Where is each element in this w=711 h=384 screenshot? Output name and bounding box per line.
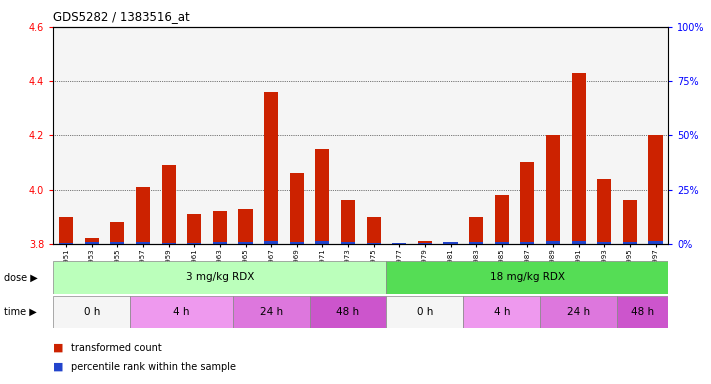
Bar <box>289 242 304 244</box>
Text: 0 h: 0 h <box>417 307 433 317</box>
Bar <box>232 296 309 328</box>
Bar <box>464 296 540 328</box>
Bar <box>213 211 227 244</box>
Text: 48 h: 48 h <box>631 307 654 317</box>
Bar <box>161 165 176 244</box>
Bar <box>238 242 252 244</box>
Bar <box>161 243 176 244</box>
Text: ■: ■ <box>53 343 64 353</box>
Bar <box>59 243 73 244</box>
Bar <box>617 296 668 328</box>
Bar <box>85 238 99 244</box>
Bar <box>136 242 150 244</box>
Text: 0 h: 0 h <box>84 307 100 317</box>
Bar <box>110 222 124 244</box>
Bar <box>367 243 380 244</box>
Bar <box>444 244 458 309</box>
Bar <box>418 243 432 244</box>
Bar <box>289 173 304 244</box>
Bar <box>623 242 637 244</box>
Bar <box>387 296 464 328</box>
Bar <box>213 242 227 244</box>
Bar <box>341 242 355 244</box>
Text: 24 h: 24 h <box>260 307 283 317</box>
Bar <box>130 296 232 328</box>
Bar <box>546 242 560 244</box>
Bar <box>309 296 387 328</box>
Bar <box>53 296 130 328</box>
Bar <box>238 209 252 244</box>
Bar <box>520 242 535 244</box>
Text: percentile rank within the sample: percentile rank within the sample <box>71 362 236 372</box>
Bar <box>316 241 329 244</box>
Bar <box>546 135 560 244</box>
Text: 18 mg/kg RDX: 18 mg/kg RDX <box>490 272 565 283</box>
Bar <box>469 217 483 244</box>
Bar <box>110 242 124 244</box>
Bar <box>540 296 617 328</box>
Text: transformed count: transformed count <box>71 343 162 353</box>
Bar <box>392 244 406 312</box>
Bar <box>623 200 637 244</box>
Text: dose ▶: dose ▶ <box>4 272 37 283</box>
Text: GDS5282 / 1383516_at: GDS5282 / 1383516_at <box>53 10 190 23</box>
Bar <box>520 162 535 244</box>
Bar <box>418 241 432 244</box>
Text: 48 h: 48 h <box>336 307 360 317</box>
Bar <box>572 73 586 244</box>
Bar <box>341 200 355 244</box>
Bar <box>387 261 668 294</box>
Bar <box>316 149 329 244</box>
Text: time ▶: time ▶ <box>4 307 36 317</box>
Bar <box>187 243 201 244</box>
Bar <box>53 261 387 294</box>
Bar <box>392 243 406 244</box>
Text: 4 h: 4 h <box>173 307 190 317</box>
Bar <box>495 242 509 244</box>
Text: 3 mg/kg RDX: 3 mg/kg RDX <box>186 272 254 283</box>
Text: ■: ■ <box>53 362 64 372</box>
Text: 24 h: 24 h <box>567 307 590 317</box>
Bar <box>264 242 278 244</box>
Bar <box>187 214 201 244</box>
Bar <box>572 241 586 244</box>
Bar <box>444 242 458 244</box>
Bar <box>495 195 509 244</box>
Bar <box>59 217 73 244</box>
Bar <box>469 242 483 244</box>
Bar <box>85 242 99 244</box>
Bar <box>264 92 278 244</box>
Bar <box>367 217 380 244</box>
Bar <box>597 242 611 244</box>
Text: 4 h: 4 h <box>493 307 510 317</box>
Bar <box>648 135 663 244</box>
Bar <box>648 241 663 244</box>
Bar <box>136 187 150 244</box>
Bar <box>597 179 611 244</box>
